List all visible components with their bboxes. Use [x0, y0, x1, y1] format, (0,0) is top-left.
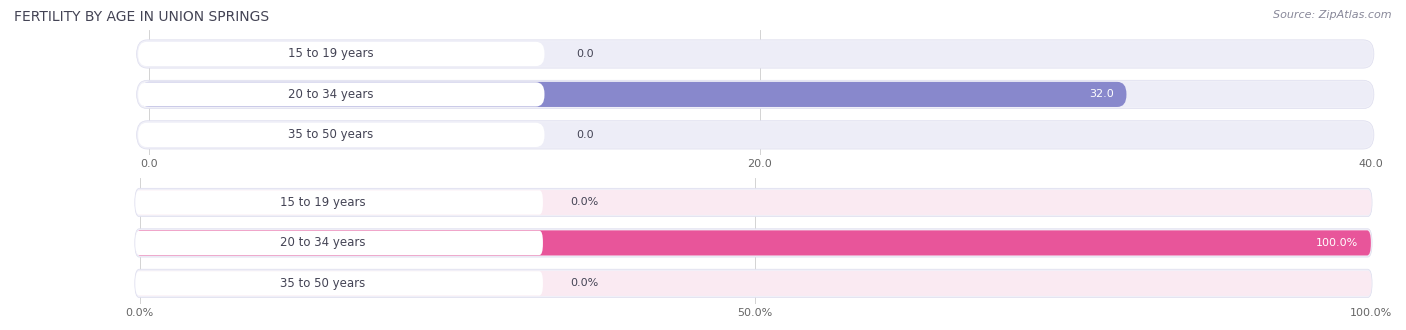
FancyBboxPatch shape	[135, 188, 1372, 216]
FancyBboxPatch shape	[138, 82, 544, 107]
FancyBboxPatch shape	[135, 269, 1372, 298]
FancyBboxPatch shape	[136, 230, 1371, 255]
FancyBboxPatch shape	[139, 122, 1372, 148]
Text: Source: ZipAtlas.com: Source: ZipAtlas.com	[1274, 10, 1392, 20]
Text: 35 to 50 years: 35 to 50 years	[288, 128, 373, 141]
Text: 32.0: 32.0	[1090, 89, 1114, 99]
FancyBboxPatch shape	[136, 230, 1371, 255]
Text: 0.0%: 0.0%	[571, 279, 599, 288]
Text: 15 to 19 years: 15 to 19 years	[287, 48, 373, 60]
FancyBboxPatch shape	[136, 190, 1371, 215]
Text: 0.0: 0.0	[576, 49, 595, 59]
Text: 15 to 19 years: 15 to 19 years	[280, 196, 366, 209]
FancyBboxPatch shape	[135, 231, 543, 255]
Text: 0.0%: 0.0%	[571, 197, 599, 208]
FancyBboxPatch shape	[135, 229, 1372, 257]
FancyBboxPatch shape	[139, 42, 1372, 67]
FancyBboxPatch shape	[135, 271, 543, 295]
FancyBboxPatch shape	[136, 271, 1371, 296]
Text: 35 to 50 years: 35 to 50 years	[280, 277, 366, 290]
FancyBboxPatch shape	[139, 82, 1126, 107]
FancyBboxPatch shape	[136, 121, 1374, 149]
Text: 20 to 34 years: 20 to 34 years	[288, 88, 373, 101]
Text: FERTILITY BY AGE IN UNION SPRINGS: FERTILITY BY AGE IN UNION SPRINGS	[14, 10, 269, 24]
FancyBboxPatch shape	[138, 42, 544, 66]
FancyBboxPatch shape	[135, 190, 543, 215]
FancyBboxPatch shape	[136, 80, 1374, 109]
Text: 0.0: 0.0	[576, 130, 595, 140]
Text: 100.0%: 100.0%	[1316, 238, 1358, 248]
Text: 20 to 34 years: 20 to 34 years	[280, 236, 366, 249]
FancyBboxPatch shape	[139, 82, 1372, 107]
FancyBboxPatch shape	[138, 123, 544, 147]
FancyBboxPatch shape	[136, 40, 1374, 68]
